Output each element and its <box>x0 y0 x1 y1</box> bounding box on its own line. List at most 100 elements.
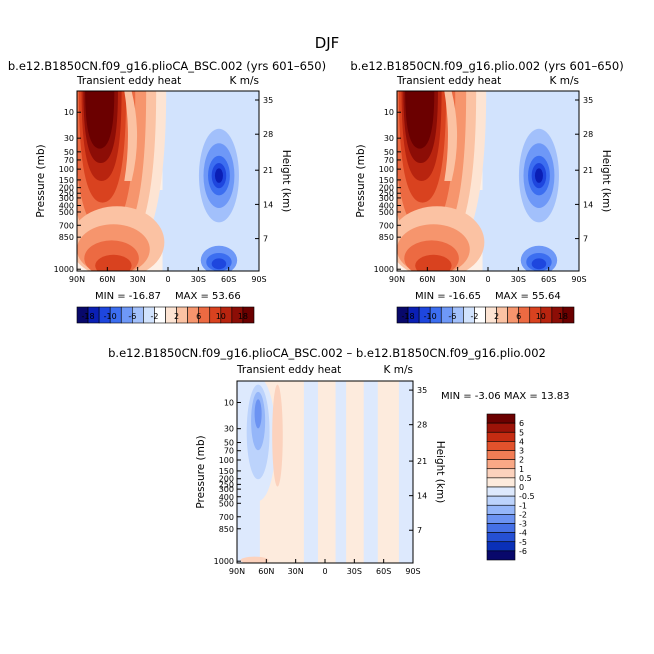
min-label-left: MIN = -16.87 <box>95 291 161 302</box>
height-tick-label: 21 <box>583 166 593 175</box>
y-tick-label: 10 <box>224 398 234 407</box>
colorbar-tick-label: -1 <box>519 501 527 510</box>
y-tick-label: 300 <box>379 194 394 203</box>
contour-pos-band <box>444 91 458 181</box>
x-tick-label: 30S <box>347 567 362 576</box>
colorbar-tick-label: -0.5 <box>519 492 535 501</box>
y-tick-label: 850 <box>59 233 74 242</box>
y-tick-label: 10 <box>64 108 74 117</box>
x-tick-label: 60S <box>221 275 236 284</box>
y-tick-label: 200 <box>379 184 394 193</box>
height-tick-label: 14 <box>583 200 593 209</box>
x-tick-label: 60N <box>99 275 115 284</box>
x-tick-label: 60S <box>376 567 391 576</box>
y-tick-label: 200 <box>59 184 74 193</box>
colorbar-tick-label: -5 <box>519 538 527 547</box>
y-tick-label: 400 <box>219 493 234 502</box>
max-label-left: MAX = 53.66 <box>175 291 241 302</box>
y-tick-label: 150 <box>219 467 234 476</box>
contour-pos-low <box>240 556 269 563</box>
y-tick-label: 1000 <box>214 557 234 566</box>
run-title-left: b.e12.B1850CN.f09_g16.plioCA_BSC.002 (yr… <box>8 59 326 73</box>
y-tick-label: 250 <box>219 480 234 489</box>
height-tick-label: 35 <box>583 96 593 105</box>
colorbar-swatch <box>486 514 516 524</box>
colorbar-tick-label: -2 <box>519 510 527 519</box>
plot-area-left: 90N 60N 30N 0 30S 60S 90S103050701001502002503… <box>35 90 292 284</box>
y-tick-label: 500 <box>219 499 234 508</box>
colorbar-swatch <box>562 306 575 324</box>
colorbar-swatch <box>486 504 516 515</box>
colorbar-tick-label: 18 <box>238 312 248 321</box>
contour-pos-band <box>85 91 115 149</box>
colorbar-tick-label: 10 <box>536 312 546 321</box>
colorbar-tick-label: 5 <box>519 428 524 437</box>
colorbar-tick-label: 18 <box>558 312 568 321</box>
colorbar-tick-label: -6 <box>448 312 456 321</box>
colorbar-swatch <box>486 495 516 506</box>
x-tick-label: 90N <box>389 275 405 284</box>
y-tick-label: 10 <box>384 108 394 117</box>
colorbar-tick-label: 4 <box>519 437 524 446</box>
colorbar-tick-label: 10 <box>216 312 226 321</box>
y-tick-label: 50 <box>384 148 394 157</box>
contour-neg-low <box>211 258 227 270</box>
y-axis-label: Pressure (mb) <box>355 144 367 217</box>
colorbar-tick-label: 0 <box>519 483 524 492</box>
x-tick-label: 30S <box>511 275 526 284</box>
height-tick-label: 35 <box>263 96 273 105</box>
y-tick-label: 150 <box>59 176 74 185</box>
colorbar-tick-label: 2 <box>519 456 524 465</box>
x-tick-label: 90S <box>251 275 266 284</box>
y-tick-label: 500 <box>379 208 394 217</box>
y-tick-label: 700 <box>219 513 234 522</box>
y-tick-label: 1000 <box>54 265 74 274</box>
figure-title: DJF <box>315 34 340 52</box>
contour-neg-core <box>534 168 543 183</box>
y-tick-label: 300 <box>59 194 74 203</box>
height-tick-label: 7 <box>417 526 422 535</box>
contour-pos-band <box>405 91 435 149</box>
y-tick-label: 400 <box>379 201 394 210</box>
y-tick-label: 30 <box>64 134 74 143</box>
x-tick-label: 30N <box>130 275 146 284</box>
contour-fill <box>237 381 413 563</box>
x-tick-label: 60N <box>419 275 435 284</box>
y-tick-label: 70 <box>64 156 74 165</box>
y-tick-label: 100 <box>379 165 394 174</box>
left-string-left: Transient eddy heat <box>76 75 181 87</box>
y-tick-label: 70 <box>224 447 234 456</box>
colorbar-swatch <box>486 532 516 543</box>
min-label-right: MIN = -16.65 <box>415 291 481 302</box>
units-right: K m/s <box>550 75 579 87</box>
colorbar-tick-label: -10 <box>424 312 437 321</box>
colorbar-tick-label: 6 <box>519 419 524 428</box>
contour-fill <box>397 91 579 271</box>
y-tick-label: 100 <box>59 165 74 174</box>
contour-neg-core <box>254 399 262 429</box>
colorbar-swatch <box>486 422 516 433</box>
colorbar-swatch <box>486 523 516 533</box>
colorbar-tick-label: 2 <box>494 312 499 321</box>
x-tick-label: 90S <box>405 567 420 576</box>
y-axis-label: Pressure (mb) <box>195 435 207 508</box>
units-difference: K m/s <box>384 364 413 376</box>
x-tick-label: 30N <box>450 275 466 284</box>
colorbar-tick-label: -2 <box>470 312 478 321</box>
y-tick-label: 150 <box>379 176 394 185</box>
x-tick-label: 30S <box>191 275 206 284</box>
panel-left: b.e12.B1850CN.f09_g16.plioCA_BSC.002 (yr… <box>8 59 326 324</box>
colorbar-tick-label: -18 <box>402 312 415 321</box>
colorbar-tick-label: -2 <box>150 312 158 321</box>
units-left: K m/s <box>230 75 259 87</box>
colorbar-swatch <box>486 413 516 424</box>
y-tick-label: 70 <box>384 156 394 165</box>
height-axis-label: Height (km) <box>434 441 446 504</box>
run-title-right: b.e12.B1850CN.f09_g16.plio.002 (yrs 601–… <box>350 59 623 73</box>
contour-pos-low <box>415 254 452 271</box>
colorbar-right: -18 -10 -6 -2 2 6 10 18 <box>396 306 575 324</box>
minmax-label-difference: MIN = -3.06 MAX = 13.83 <box>441 391 570 402</box>
contour-pos-band <box>124 91 138 181</box>
height-axis-label: Height (km) <box>600 150 612 213</box>
